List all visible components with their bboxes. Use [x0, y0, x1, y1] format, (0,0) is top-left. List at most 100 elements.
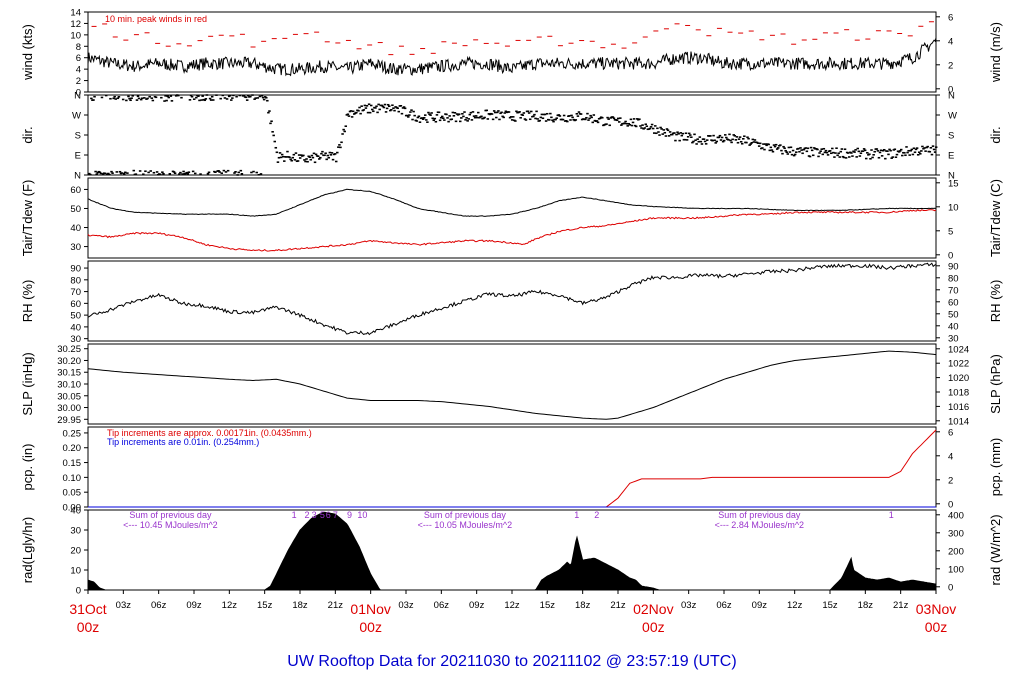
- panel-frame-wind: [87, 11, 937, 93]
- panel-frame-temp: [87, 177, 937, 259]
- left-tick-label-rh: 40: [70, 322, 81, 333]
- right-tick-label-wind: 2: [948, 60, 953, 71]
- x-major-time-label: 00z: [642, 619, 665, 635]
- rad-tip-mark: 1: [292, 510, 297, 520]
- left-tick-label-rad: 40: [70, 506, 81, 517]
- left-tick-label-rad: 30: [70, 526, 81, 537]
- left-tick-label-pcp: 0.10: [63, 473, 82, 484]
- rad-sum-value: <--- 10.05 MJoules/m^2: [418, 520, 513, 530]
- left-tick-label-temp: 60: [70, 185, 81, 196]
- right-tick-label-rad: 0: [948, 582, 953, 593]
- left-tick-label-temp: 50: [70, 204, 81, 215]
- panel-temp: [84, 177, 940, 259]
- right-tick-label-rad: 100: [948, 564, 964, 575]
- x-minor-label: 09z: [469, 600, 485, 611]
- left-tick-label-slp: 30.15: [57, 368, 81, 379]
- x-minor-label: 18z: [575, 600, 591, 611]
- rad-tip-mark: 5: [320, 510, 325, 520]
- left-tick-label-rh: 30: [70, 334, 81, 345]
- right-axis-label-wind: wind (m/s): [988, 22, 1003, 83]
- rad-tip-mark: 10: [357, 510, 367, 520]
- rad-tip-mark: 6: [326, 510, 331, 520]
- left-axis-label-slp: SLP (inHg): [20, 352, 35, 415]
- left-tick-label-slp: 30.20: [57, 356, 81, 367]
- right-tick-label-rad: 200: [948, 546, 964, 557]
- x-major-date-label: 01Nov: [350, 601, 390, 617]
- left-tick-label-rh: 80: [70, 275, 81, 286]
- x-major-date-label: 03Nov: [916, 601, 956, 617]
- rad-tip-mark: 2: [594, 510, 599, 520]
- right-tick-label-rh: 60: [948, 297, 959, 308]
- panel-dir: [84, 94, 940, 176]
- right-tick-label-wind: 6: [948, 12, 953, 23]
- right-tick-label-slp: 1022: [948, 359, 969, 370]
- right-tick-label-rh: 90: [948, 261, 959, 272]
- series-slp-0: [87, 350, 937, 420]
- left-tick-label-rh: 60: [70, 299, 81, 310]
- rad-sum-label: Sum of previous day: [718, 510, 801, 520]
- left-tick-label-rad: 20: [70, 546, 81, 557]
- left-tick-label-wind: 6: [76, 53, 81, 64]
- x-minor-label: 21z: [893, 600, 909, 611]
- annotation-red-pcp: Tip increments are approx. 0.00171in. (0…: [107, 428, 312, 438]
- x-minor-label: 21z: [610, 600, 626, 611]
- rad-tip-mark: 1: [889, 510, 894, 520]
- right-tick-label-rh: 40: [948, 321, 959, 332]
- x-major-date-label: 02Nov: [633, 601, 673, 617]
- x-minor-label: 15z: [540, 600, 556, 611]
- left-tick-label-dir: E: [75, 151, 81, 162]
- x-minor-label: 06z: [434, 600, 450, 611]
- left-axis-label-wind: wind (kts): [20, 24, 35, 81]
- panel-rh: [84, 260, 940, 342]
- x-minor-label: 09z: [186, 600, 202, 611]
- right-axis-label-temp: Tair/Tdew (C): [988, 179, 1003, 257]
- x-minor-label: 06z: [716, 600, 732, 611]
- rad-sum-label: Sum of previous day: [129, 510, 212, 520]
- x-minor-label: 06z: [151, 600, 167, 611]
- x-minor-label: 15z: [257, 600, 273, 611]
- right-tick-label-wind: 0: [948, 84, 953, 95]
- left-axis-label-rh: RH (%): [20, 280, 35, 323]
- left-tick-label-slp: 30.00: [57, 403, 81, 414]
- panel-frame-slp: [87, 343, 937, 425]
- x-minor-label: 09z: [752, 600, 768, 611]
- right-tick-label-slp: 1020: [948, 373, 969, 384]
- left-tick-label-wind: 10: [70, 30, 81, 41]
- left-tick-label-wind: 2: [76, 76, 81, 87]
- left-tick-label-wind: 4: [76, 65, 81, 76]
- left-tick-label-wind: 12: [70, 19, 81, 30]
- right-tick-label-pcp: 2: [948, 475, 953, 486]
- left-tick-label-slp: 30.10: [57, 380, 81, 391]
- right-tick-label-slp: 1024: [948, 344, 969, 355]
- left-axis-label-dir: dir.: [20, 126, 35, 143]
- left-tick-label-pcp: 0.25: [63, 428, 82, 439]
- x-minor-label: 21z: [328, 600, 344, 611]
- rad-sum-value: <--- 10.45 MJoules/m^2: [123, 520, 218, 530]
- left-tick-label-dir: N: [74, 171, 81, 182]
- right-tick-label-temp: 10: [948, 202, 959, 213]
- x-minor-label: 12z: [222, 600, 238, 611]
- x-minor-label: 03z: [398, 600, 414, 611]
- x-minor-label: 18z: [858, 600, 874, 611]
- left-tick-label-wind: 0: [76, 88, 81, 99]
- right-tick-label-rad: 300: [948, 528, 964, 539]
- rad-sum-value: <--- 2.84 MJoules/m^2: [715, 520, 805, 530]
- right-tick-label-temp: 5: [948, 226, 953, 237]
- x-minor-label: 12z: [787, 600, 803, 611]
- x-minor-label: 15z: [822, 600, 838, 611]
- right-tick-label-slp: 1018: [948, 388, 969, 399]
- right-tick-label-slp: 1014: [948, 416, 969, 427]
- right-tick-label-dir: E: [948, 151, 954, 162]
- left-tick-label-wind: 8: [76, 42, 81, 53]
- right-tick-label-pcp: 6: [948, 427, 953, 438]
- annotation-wind: 10 min. peak winds in red: [105, 14, 207, 24]
- x-major-time-label: 00z: [77, 619, 100, 635]
- panel-frame-dir: [87, 94, 937, 176]
- right-axis-label-rad: rad (W/m^2): [988, 514, 1003, 585]
- left-tick-label-rh: 70: [70, 287, 81, 298]
- rad-tip-mark: 3: [312, 510, 317, 520]
- right-tick-label-rh: 30: [948, 333, 959, 344]
- right-tick-label-rh: 80: [948, 273, 959, 284]
- right-tick-label-pcp: 0: [948, 499, 953, 510]
- rad-tip-mark: 7: [333, 510, 338, 520]
